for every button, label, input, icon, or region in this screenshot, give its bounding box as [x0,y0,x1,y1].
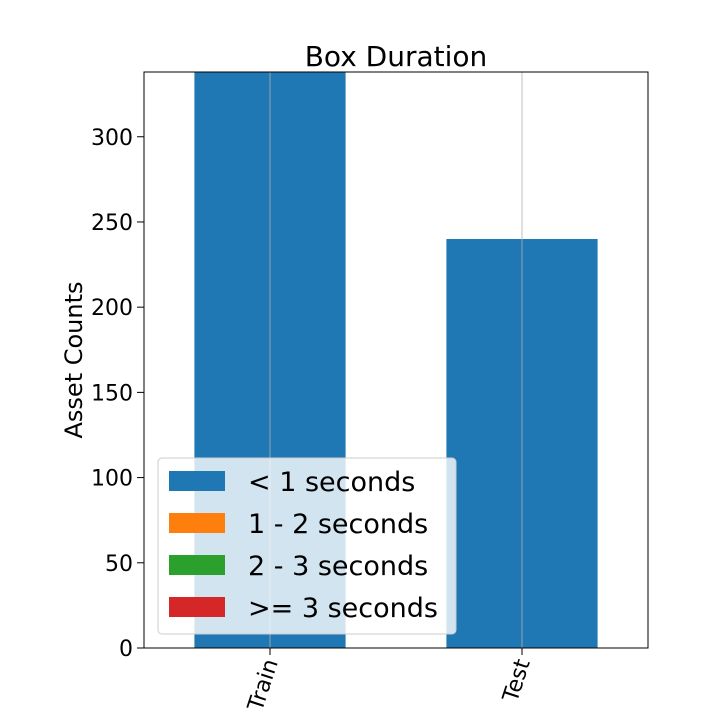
y-tick-label: 200 [91,296,133,321]
plot-frame [143,71,649,649]
legend-swatch [169,597,225,617]
x-tick-label-train: Train [243,656,283,715]
legend-swatch [169,471,225,491]
y-tick-label: 150 [91,381,133,406]
y-axis: 0 50 100 150 200 250 300 [91,126,144,662]
legend: < 1 seconds 1 - 2 seconds 2 - 3 seconds >= … [157,457,457,635]
legend-swatch [169,555,225,575]
legend-label: 1 - 2 seconds [248,509,428,540]
legend-label: >= 3 seconds [248,593,438,624]
x-axis: Train Test [243,648,536,715]
legend-swatch [169,513,225,533]
y-tick-label: 0 [119,637,133,662]
chart-title: Box Duration [305,40,488,73]
y-tick-label: 250 [91,211,133,236]
legend-label: < 1 seconds [248,467,415,498]
x-tick-label-test: Test [498,656,536,706]
legend-label: 2 - 3 seconds [248,551,428,582]
legend-box [157,457,457,635]
y-tick-label: 50 [105,552,133,577]
y-axis-label: Asset Counts [60,281,88,438]
y-tick-label: 300 [91,126,133,151]
y-tick-label: 100 [91,467,133,492]
